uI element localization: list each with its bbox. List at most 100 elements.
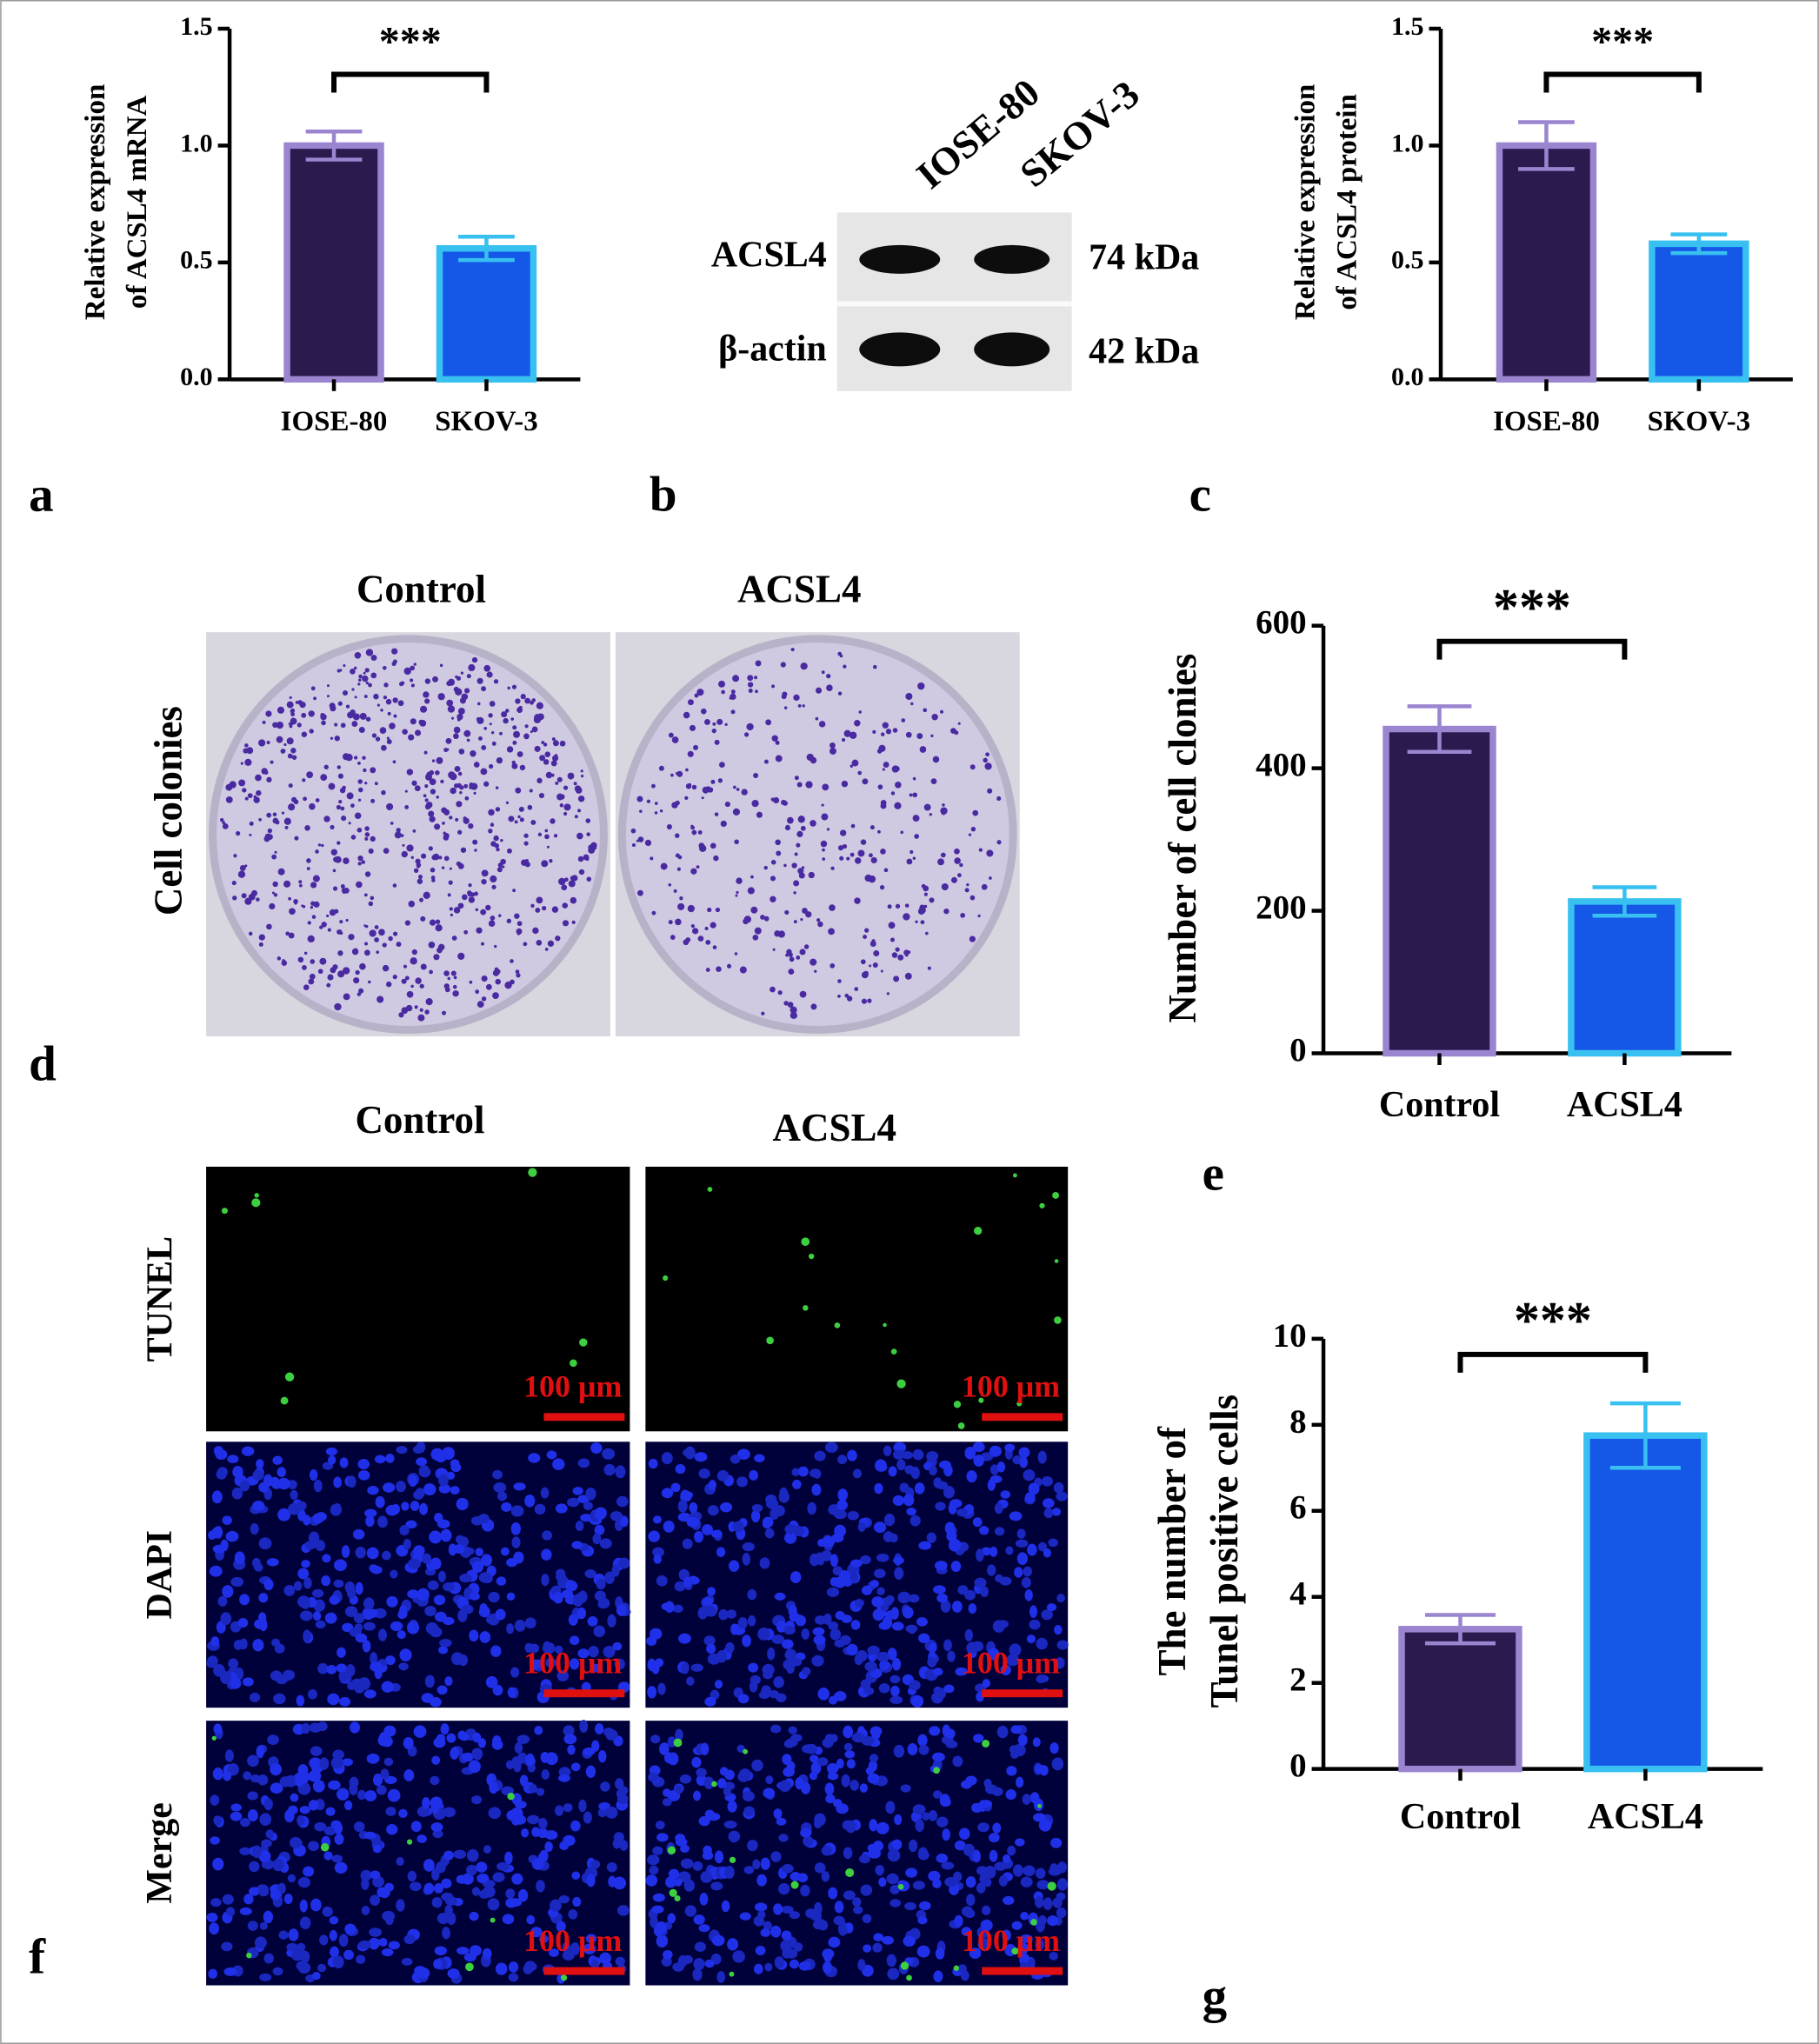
nucleus [710, 1881, 723, 1891]
nucleus [752, 1859, 761, 1870]
nucleus [620, 1515, 629, 1528]
colony [469, 980, 473, 984]
colony [954, 730, 959, 736]
nucleus [511, 1536, 521, 1548]
tunel-spot [845, 1868, 855, 1878]
colony [452, 984, 457, 989]
colony [435, 924, 443, 932]
colony [240, 762, 243, 765]
nucleus [410, 1501, 420, 1512]
nucleus [492, 1469, 503, 1480]
nucleus [910, 1466, 920, 1480]
colony [732, 808, 741, 816]
colony [339, 931, 343, 935]
nucleus [1055, 1657, 1065, 1669]
nucleus [308, 1800, 319, 1811]
colony [493, 835, 499, 842]
colony [671, 736, 679, 743]
colony [261, 768, 268, 775]
nucleus [297, 1814, 305, 1826]
colony [736, 890, 739, 895]
nucleus [716, 1469, 730, 1481]
colony [839, 654, 843, 658]
colony [471, 656, 478, 663]
nucleus [386, 1595, 398, 1608]
tunel-spot [1030, 1919, 1037, 1926]
nucleus [353, 1613, 365, 1624]
nucleus [1056, 1907, 1067, 1919]
y-tick-label: 1.0 [180, 129, 212, 157]
nucleus [332, 1955, 344, 1969]
colony [730, 709, 736, 715]
nucleus [797, 1466, 809, 1477]
nucleus [850, 1780, 859, 1791]
colony [873, 950, 880, 957]
nucleus [834, 1639, 846, 1648]
nucleus [492, 1872, 505, 1883]
nucleus [789, 1911, 800, 1920]
colony [297, 722, 302, 728]
colony [880, 732, 885, 736]
nucleus [515, 1801, 527, 1809]
nucleus [865, 1766, 875, 1775]
nucleus [841, 1615, 852, 1623]
colony [476, 1001, 484, 1009]
nucleus [751, 1503, 763, 1513]
colony [492, 969, 500, 976]
y-tick-label: 400 [1256, 747, 1306, 784]
colony [964, 888, 969, 893]
colony [315, 798, 320, 802]
nucleus [463, 1547, 475, 1555]
colony [456, 861, 462, 867]
colony [419, 897, 423, 902]
tunel-spot [254, 1193, 259, 1198]
colony [820, 840, 828, 848]
nucleus [479, 1602, 488, 1615]
nucleus [950, 1561, 962, 1573]
colony [630, 828, 636, 834]
nucleus [221, 1941, 233, 1952]
colony [310, 901, 316, 906]
colony [495, 786, 499, 789]
nucleus [303, 1576, 312, 1589]
nucleus [553, 1591, 563, 1604]
nucleus [594, 1524, 605, 1535]
colony [923, 904, 928, 909]
nucleus [471, 1748, 483, 1760]
colony [451, 788, 456, 792]
nucleus [261, 1839, 272, 1848]
nucleus [353, 1821, 365, 1833]
y-tick-label: 0.5 [180, 246, 212, 275]
bar [1649, 240, 1749, 383]
nucleus [222, 1515, 232, 1525]
colony [343, 663, 346, 668]
nucleus [412, 1445, 424, 1455]
nucleus [288, 1480, 297, 1490]
colony [690, 868, 697, 875]
colony [551, 906, 559, 913]
bar [1383, 725, 1496, 1057]
nucleus [287, 1874, 297, 1883]
colony [506, 918, 512, 924]
nucleus [747, 1588, 757, 1601]
colony [426, 771, 432, 778]
colony [406, 769, 414, 776]
nucleus [805, 1908, 816, 1919]
nucleus [972, 1441, 985, 1453]
colony [917, 682, 925, 690]
nucleus [240, 1818, 250, 1828]
colony [419, 705, 428, 713]
colony [577, 856, 584, 862]
nucleus [966, 1894, 976, 1907]
colony [895, 947, 900, 952]
nucleus [783, 1625, 796, 1635]
nucleus [954, 1914, 963, 1927]
scale-bar-label: 100 μm [523, 1645, 622, 1680]
colony [511, 684, 517, 689]
nucleus [364, 1790, 377, 1802]
nucleus [458, 1654, 469, 1667]
nucleus [716, 1547, 726, 1558]
nucleus [892, 1495, 904, 1506]
nucleus [546, 1450, 557, 1460]
nucleus [948, 1501, 957, 1515]
